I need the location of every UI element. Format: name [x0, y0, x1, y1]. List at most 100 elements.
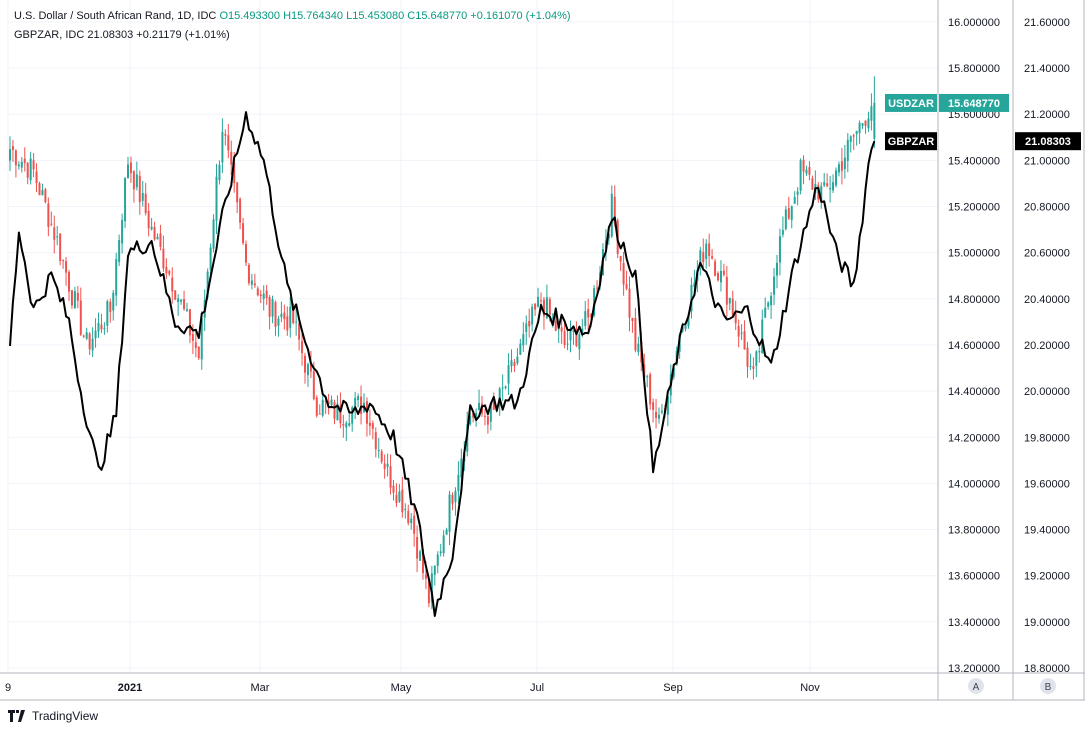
usdzar-candle-body — [386, 463, 389, 467]
usdzar-candle-body — [41, 190, 44, 196]
usdzar-candle-body — [23, 158, 26, 164]
usdzar-candles — [9, 76, 876, 610]
usdzar-candle-body — [371, 423, 374, 429]
usdzar-candle-body — [705, 243, 708, 260]
x-axis-tick-label: Mar — [251, 682, 270, 694]
usdzar-candle-body — [253, 283, 256, 286]
usdzar-candle-body — [504, 386, 507, 389]
scale-button-a[interactable] — [968, 678, 984, 694]
usdzar-candle-body — [820, 186, 823, 200]
usdzar-candle-body — [318, 413, 321, 415]
left-axis-tick-label: 14.400000 — [948, 386, 1000, 398]
right-axis-tick-label: 21.00000 — [1024, 155, 1070, 167]
usdzar-candle-body — [62, 260, 65, 262]
usdzar-candle-body — [587, 309, 590, 318]
usdzar-candle-body — [563, 331, 566, 345]
usdzar-candle-body — [330, 399, 333, 405]
usdzar-candle-body — [268, 297, 271, 317]
usdzar-candle-body — [660, 410, 663, 413]
right-axis-tick-label: 21.20000 — [1024, 109, 1070, 121]
axes: 16.000000 15.800000 15.600000 15.400000 15.2… — [0, 0, 1085, 701]
usdzar-candle-body — [171, 277, 174, 292]
usdzar-candle-body — [124, 177, 127, 222]
usdzar-candle-body — [100, 324, 103, 330]
left-axis-tick-label: 14.800000 — [948, 294, 1000, 306]
right-axis-tick-label: 19.80000 — [1024, 432, 1070, 444]
left-axis-tick-label: 14.600000 — [948, 340, 1000, 352]
usdzar-candle-body — [770, 295, 773, 306]
scale-button-b[interactable] — [1040, 678, 1056, 694]
usdzar-candle-body — [846, 139, 849, 161]
usdzar-candle-body — [761, 319, 764, 354]
usdzar-candle-body — [180, 299, 183, 302]
usdzar-candle-body — [82, 335, 85, 337]
usdzar-candle-body — [315, 397, 318, 416]
usdzar-candle-body — [200, 318, 203, 360]
usdzar-candle-body — [631, 317, 634, 322]
usdzar-candle-body — [743, 331, 746, 350]
tradingview-logo[interactable]: TradingView — [8, 709, 98, 723]
usdzar-candle-body — [545, 297, 548, 319]
usdzar-candle-body — [619, 256, 622, 262]
usdzar-candle-body — [728, 297, 731, 304]
usdzar-candle-body — [239, 198, 242, 223]
usdzar-candle-body — [11, 146, 14, 151]
usdzar-candle-body — [802, 159, 805, 172]
usdzar-candle-body — [498, 388, 501, 406]
usdzar-candle-body — [76, 292, 79, 301]
compare-legend-text: GBPZAR, IDC 21.08303 +0.21179 (+1.01%) — [14, 29, 230, 41]
usdzar-candle-body — [422, 549, 424, 574]
usdzar-candle-body — [245, 243, 247, 263]
usdzar-candle-body — [861, 123, 864, 126]
usdzar-candle-body — [35, 171, 38, 184]
usdzar-candle-body — [870, 106, 873, 121]
usdzar-candle-body — [835, 170, 837, 186]
usdzar-candle-body — [840, 161, 843, 171]
usdzar-candle-body — [460, 458, 463, 478]
usdzar-candle-body — [197, 346, 200, 359]
usdzar-candle-body — [368, 422, 371, 427]
usdzar-candle-body — [289, 306, 292, 328]
usdzar-candle-body — [165, 266, 168, 274]
right-axis-tick-label: 20.20000 — [1024, 340, 1070, 352]
usdzar-candle-body — [194, 342, 197, 348]
right-axis-tick-label: 19.00000 — [1024, 617, 1070, 629]
usdzar-candle-body — [767, 302, 770, 307]
usdzar-candle-body — [191, 333, 194, 341]
usdzar-candle-body — [507, 365, 510, 384]
usdzar-candle-body — [327, 401, 330, 404]
usdzar-candle-body — [14, 150, 17, 166]
usdzar-candle-body — [637, 343, 640, 353]
usdzar-symbol-badge — [885, 93, 937, 112]
usdzar-candle-body — [829, 188, 832, 190]
left-axis-tick-label: 13.600000 — [948, 571, 1000, 583]
left-axis-tick-label: 13.800000 — [948, 525, 1000, 537]
usdzar-candle-body — [295, 321, 298, 323]
usdzar-candle-body — [439, 551, 442, 554]
x-axis-tick-label: Nov — [800, 682, 820, 694]
usdzar-candle-body — [646, 376, 649, 378]
high-value: H15.764340 — [283, 10, 344, 22]
usdzar-price-badge — [939, 93, 1009, 112]
usdzar-candle-body — [699, 250, 702, 267]
usdzar-candle-body — [625, 284, 628, 289]
usdzar-candle-body — [566, 343, 569, 345]
usdzar-candle-body — [398, 491, 401, 502]
usdzar-candle-body — [336, 403, 339, 421]
x-axis-tick-label: Jul — [530, 682, 544, 694]
usdzar-candle-body — [811, 178, 814, 190]
right-axis-tick-label: 20.40000 — [1024, 294, 1070, 306]
usdzar-candle-body — [233, 162, 236, 184]
x-axis-tick-label: Sep — [663, 682, 683, 694]
usdzar-candle-body — [764, 307, 767, 318]
usdzar-candle-body — [666, 396, 669, 415]
usdzar-candle-body — [401, 489, 404, 513]
usdzar-candle-body — [242, 223, 245, 243]
usdzar-candle-body — [749, 365, 752, 367]
usdzar-candle-body — [714, 261, 717, 276]
usdzar-candle-body — [230, 151, 233, 165]
usdzar-candle-body — [112, 292, 115, 311]
usdzar-candle-body — [357, 396, 360, 401]
usdzar-candle-body — [209, 247, 212, 271]
